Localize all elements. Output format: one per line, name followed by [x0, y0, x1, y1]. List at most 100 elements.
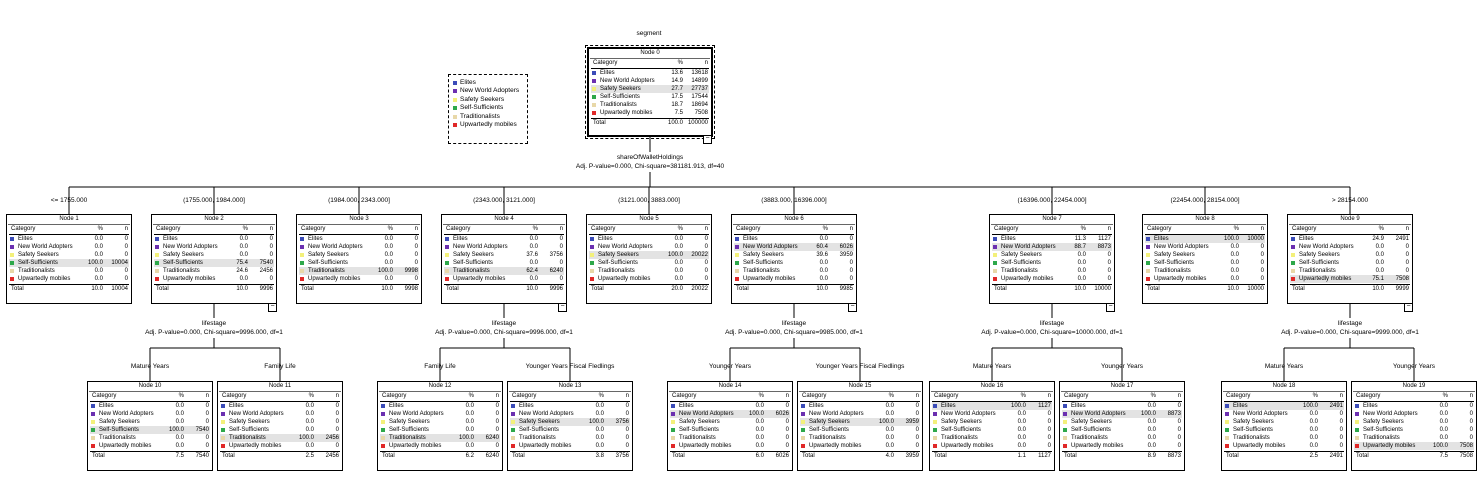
category-label: Upwartedly mobiles	[809, 443, 862, 449]
split-variable: lifestage	[491, 320, 517, 327]
node-row: New World Adopters 0.0 0	[299, 243, 419, 251]
category-swatch	[1291, 245, 1295, 249]
category-count: 0	[205, 403, 209, 409]
header-n: n	[625, 393, 629, 399]
collapse-toggle-icon[interactable]: −	[268, 303, 277, 312]
header-n: n	[915, 393, 919, 399]
category-swatch	[155, 269, 159, 273]
node-row: New World Adopters 0.0 0	[444, 243, 564, 251]
edge-label: <= 1755.000	[50, 197, 88, 204]
category-count: 0	[335, 443, 339, 449]
category-count: 0	[1469, 411, 1473, 417]
collapse-toggle-icon[interactable]: −	[1404, 303, 1413, 312]
node-row: Self-Sufficients 0.0 0	[1290, 259, 1410, 267]
category-percent: 0.0	[1017, 411, 1026, 417]
category-label: Traditionalists	[1071, 435, 1108, 441]
total-count: 10004	[111, 286, 128, 292]
tree-node[interactable]: Node 15 Category% n Elites 0.0 0 New World Ado…	[797, 381, 923, 471]
node-row: Elites 0.0 0	[1062, 402, 1182, 410]
tree-node[interactable]: Node 16 Category% n Elites 100.0 1127 New Worl…	[929, 381, 1055, 471]
tree-node[interactable]: Node 0 Category% n Elites 13.6 13618 New World…	[585, 45, 715, 144]
tree-node[interactable]: Node 2 Category% n Elites 0.0 0 New World Adop…	[151, 214, 277, 312]
tree-node[interactable]: Node 17 Category% n Elites 0.0 0 New World Ado…	[1059, 381, 1185, 471]
category-label: Elites	[389, 403, 404, 409]
tree-node[interactable]: Node 3 Category% n Elites 0.0 0 New World Adop…	[296, 214, 422, 304]
tree-node[interactable]: Node 6 Category% n Elites 0.0 0 New World Adop…	[731, 214, 857, 312]
category-label: Upwartedly mobiles	[389, 443, 442, 449]
category-label: Self-Sufficients	[389, 427, 429, 433]
category-swatch	[1146, 261, 1150, 265]
total-count: 100000	[687, 120, 708, 126]
category-percent: 0.0	[885, 403, 894, 409]
total-percent: 1.1	[1017, 453, 1026, 459]
tree-node[interactable]: Node 13 Category% n Elites 0.0 0 New World Ado…	[507, 381, 633, 471]
node-total-row: Total 4.0 3959	[800, 451, 920, 461]
category-swatch	[511, 436, 515, 440]
tree-node[interactable]: Node 8 Category% n Elites 100.0 10000 New Worl…	[1142, 214, 1268, 304]
category-label: Elites	[1154, 236, 1169, 242]
total-percent: 10.0	[91, 286, 103, 292]
category-count: 0	[559, 244, 563, 250]
node-row: Self-Sufficients 0.0 0	[734, 259, 854, 267]
tree-node[interactable]: Node 7 Category% n Elites 11.3 1127 New World …	[989, 214, 1115, 312]
category-count: 0	[1177, 419, 1181, 425]
category-label: New World Adopters	[1001, 244, 1056, 250]
collapse-toggle-icon[interactable]: −	[703, 135, 712, 144]
category-swatch	[590, 237, 594, 241]
category-count: 3959	[839, 252, 853, 258]
category-count: 0	[495, 403, 499, 409]
category-swatch	[1355, 420, 1359, 424]
category-percent: 27.7	[671, 86, 683, 92]
category-swatch	[735, 277, 739, 281]
node-row: Elites 0.0 0	[589, 235, 709, 243]
category-percent: 0.0	[1439, 403, 1448, 409]
node-row: Traditionalists 0.0 0	[1062, 434, 1182, 442]
node-row: Self-Sufficients 0.0 0	[444, 259, 564, 267]
edge-label: Younger Years	[1100, 363, 1144, 370]
category-percent: 62.4	[526, 268, 538, 274]
tree-node[interactable]: Node 19 Category% n Elites 0.0 0 New World Ado…	[1351, 381, 1477, 471]
tree-node[interactable]: Node 18 Category% n Elites 100.0 2491 New Worl…	[1221, 381, 1347, 471]
header-percent: %	[677, 60, 683, 66]
total-count: 1127	[1038, 453, 1051, 459]
tree-node[interactable]: Node 1 Category% n Elites 0.0 0 New World Adop…	[6, 214, 132, 304]
category-percent: 0.0	[465, 403, 474, 409]
category-percent: 0.0	[1147, 443, 1156, 449]
edge-label: (3883.000, 16396.000]	[761, 197, 827, 204]
category-swatch	[671, 444, 675, 448]
category-percent: 0.0	[239, 236, 248, 242]
total-percent: 100.0	[667, 120, 683, 126]
collapse-toggle-icon[interactable]: −	[1106, 303, 1115, 312]
category-label: Upwartedly mobiles	[1001, 276, 1054, 282]
collapse-toggle-icon[interactable]: −	[848, 303, 857, 312]
category-percent: 0.0	[1375, 252, 1384, 258]
category-swatch	[381, 444, 385, 448]
tree-node[interactable]: Node 9 Category% n Elites 24.9 2491 New World …	[1287, 214, 1413, 312]
header-percent: %	[308, 393, 314, 399]
category-percent: 0.0	[175, 403, 184, 409]
tree-node[interactable]: Node 4 Category% n Elites 0.0 0 New World Adop…	[441, 214, 567, 312]
category-count: 0	[625, 411, 629, 417]
tree-node[interactable]: Node 14 Category% n Elites 0.0 0 New World Ado…	[667, 381, 793, 471]
category-label: New World Adopters	[809, 411, 864, 417]
category-label: Self-Sufficients	[453, 260, 493, 266]
tree-node[interactable]: Node 10 Category% n Elites 0.0 0 New World Ado…	[87, 381, 213, 471]
node-row: Elites 0.0 0	[299, 235, 419, 243]
tree-node[interactable]: Node 12 Category% n Elites 0.0 0 New World Ado…	[377, 381, 503, 471]
total-count: 7540	[195, 453, 209, 459]
collapse-toggle-icon[interactable]: −	[558, 303, 567, 312]
tree-node[interactable]: Node 11 Category% n Elites 0.0 0 New World Ado…	[217, 381, 343, 471]
node-title: Node 16	[931, 382, 1053, 392]
node-row: Traditionalists 100.0 9998	[299, 267, 419, 275]
total-count: 7508	[1459, 453, 1473, 459]
legend-item: New World Adopters	[452, 87, 524, 95]
header-category: Category	[1226, 393, 1251, 399]
node-row: New World Adopters 14.9 14899	[591, 77, 709, 85]
node-row: Upwartedly mobiles 0.0 0	[510, 442, 630, 450]
node-row: Upwartedly mobiles 0.0 0	[932, 442, 1052, 450]
node-row: Upwartedly mobiles 0.0 0	[380, 442, 500, 450]
node-row: Elites 0.0 0	[1354, 402, 1474, 410]
tree-node[interactable]: Node 5 Category% n Elites 0.0 0 New World Adop…	[586, 214, 712, 304]
category-swatch	[1291, 277, 1295, 281]
category-percent: 100.0	[1223, 236, 1239, 242]
